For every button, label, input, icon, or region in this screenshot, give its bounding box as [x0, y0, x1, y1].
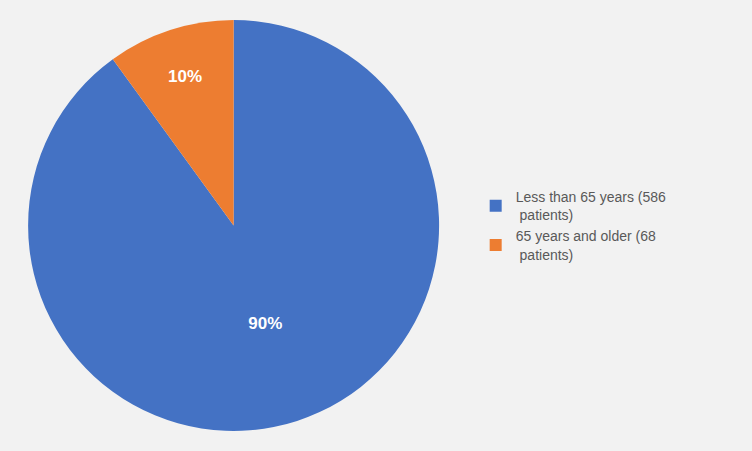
svg-text:Less than 65 years (586 patien: Less than 65 years (586 patients)	[516, 189, 666, 223]
svg-text:10%: 10%	[168, 67, 202, 86]
svg-text:90%: 90%	[248, 314, 282, 333]
svg-text:65 years and older (68 patient: 65 years and older (68 patients)	[516, 228, 656, 262]
